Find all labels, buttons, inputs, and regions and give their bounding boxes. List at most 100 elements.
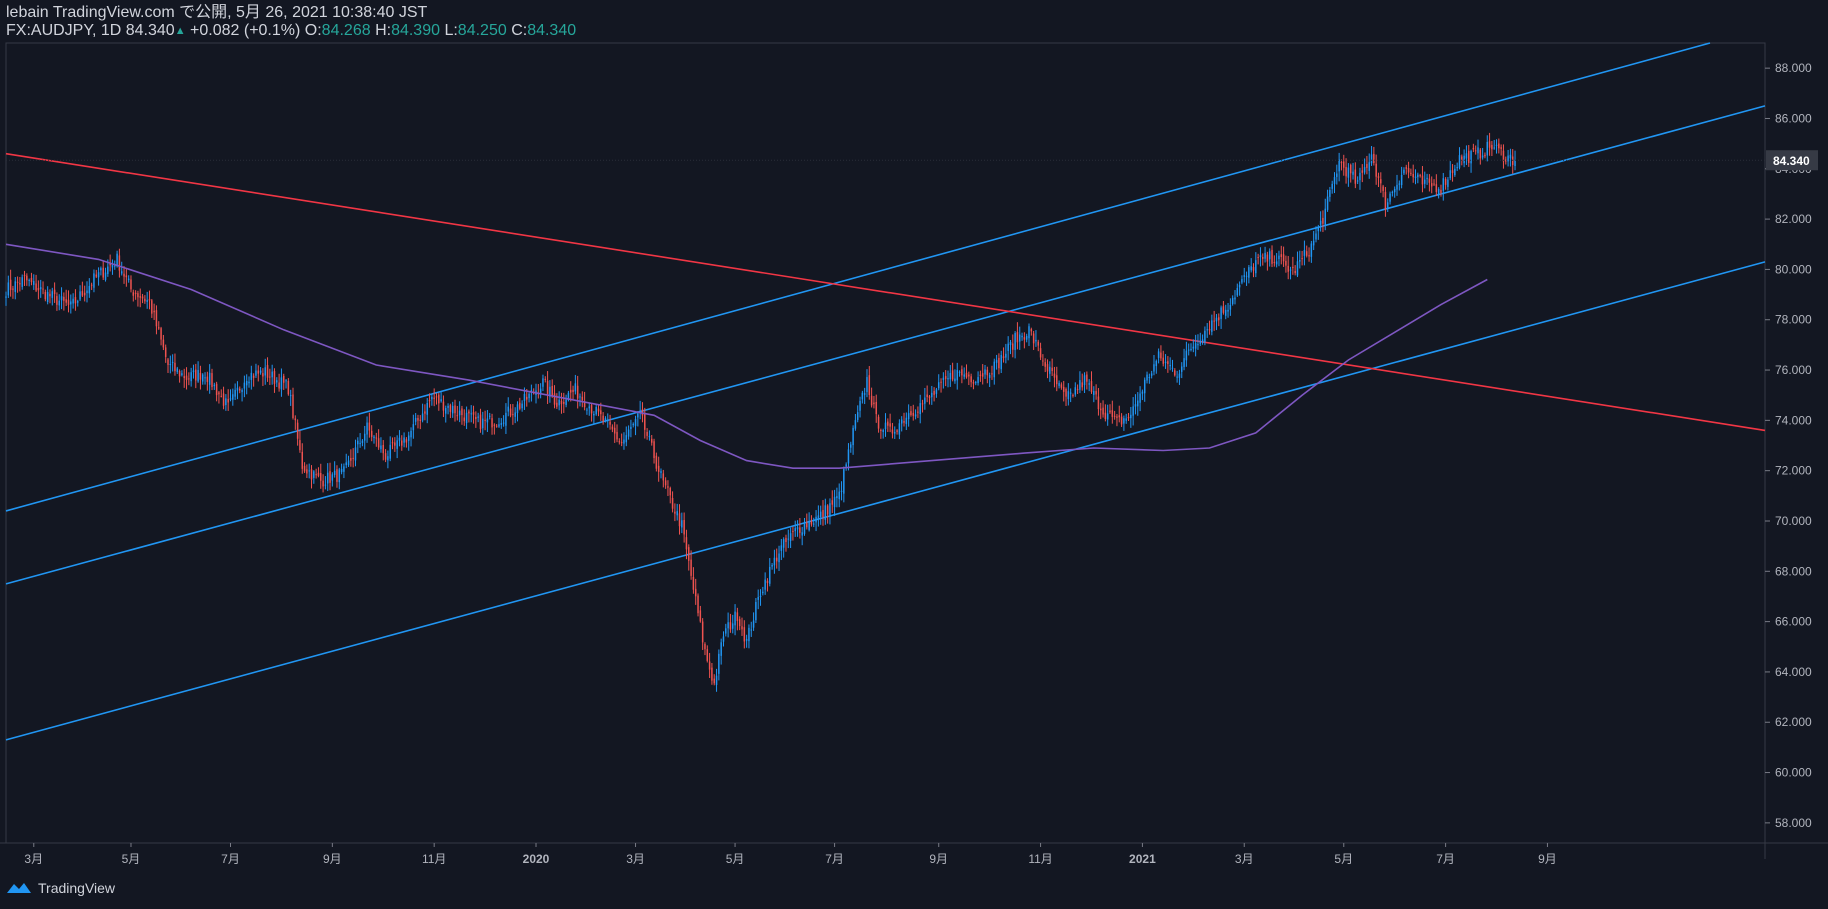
y-tick-label: 66.000 xyxy=(1775,615,1812,629)
x-tick-label: 7月 xyxy=(1436,852,1455,866)
candle-body xyxy=(567,392,570,401)
x-tick-label: 7月 xyxy=(825,852,844,866)
candle-body xyxy=(1148,377,1151,379)
candle-body xyxy=(287,380,290,395)
candle-body xyxy=(1319,220,1322,225)
candle-body xyxy=(854,420,857,429)
candle-body xyxy=(296,422,299,439)
candle-body xyxy=(435,396,438,398)
candle-body xyxy=(431,396,433,400)
candle-body xyxy=(1407,168,1410,173)
candle-body xyxy=(1109,410,1111,413)
candle-body xyxy=(1366,164,1368,168)
candle-body xyxy=(1139,393,1141,403)
candle-body xyxy=(826,505,829,515)
candle-body xyxy=(359,442,361,444)
candle-body xyxy=(773,557,776,566)
candle-body xyxy=(595,406,597,415)
candle-body xyxy=(449,405,452,412)
candle-body xyxy=(146,300,148,302)
candle-body xyxy=(234,389,236,397)
candle-body xyxy=(699,610,702,622)
candle-body xyxy=(190,372,192,382)
candle-body xyxy=(928,396,931,398)
moving-average-line xyxy=(5,243,1488,469)
candle-body xyxy=(817,515,820,519)
candle-body xyxy=(725,628,727,634)
candle-body xyxy=(880,429,882,431)
candle-body xyxy=(394,442,396,446)
candle-body xyxy=(333,470,336,475)
candle-body xyxy=(1329,189,1331,197)
candle-body xyxy=(412,424,415,431)
candle-body xyxy=(1051,367,1053,371)
candle-body xyxy=(144,298,146,302)
candle-body xyxy=(859,400,861,411)
candle-body xyxy=(604,418,607,421)
y-tick-label: 76.000 xyxy=(1775,363,1812,377)
candle-body xyxy=(1474,150,1477,152)
candle-body xyxy=(477,416,479,418)
candle-body xyxy=(1463,155,1465,164)
candle-body xyxy=(671,497,674,509)
low-label: L: xyxy=(444,22,458,39)
candle-body xyxy=(505,412,507,426)
high-label: H: xyxy=(375,22,392,39)
candle-body xyxy=(53,289,56,295)
candle-body xyxy=(669,488,672,496)
candle-body xyxy=(1106,413,1109,420)
candle-body xyxy=(924,397,926,404)
candle-body xyxy=(72,298,74,304)
candle-body xyxy=(1454,168,1456,176)
candle-body xyxy=(58,300,60,306)
candle-body xyxy=(576,385,579,399)
candle-body xyxy=(1502,150,1505,162)
candle-body xyxy=(111,264,114,268)
candle-body xyxy=(317,472,320,476)
candle-body xyxy=(324,484,327,486)
candle-body xyxy=(546,380,549,395)
ohlc-line: FX:AUDJPY, 1D 84.340▲ +0.082 (+0.1%) O:8… xyxy=(6,22,576,40)
candle-body xyxy=(134,292,137,294)
candle-body xyxy=(512,414,514,416)
candle-body xyxy=(810,520,813,525)
candle-body xyxy=(539,388,542,395)
candle-body xyxy=(424,411,426,414)
candle-body xyxy=(1430,183,1433,187)
candle-body xyxy=(803,523,806,534)
candle-body xyxy=(685,537,688,550)
candle-body xyxy=(745,639,748,641)
candle-body xyxy=(852,427,854,446)
candle-body xyxy=(417,417,419,421)
candle-body xyxy=(861,392,864,400)
candle-body xyxy=(718,653,720,674)
candle-body xyxy=(507,406,509,412)
candle-body xyxy=(1419,175,1421,177)
candle-body xyxy=(1507,155,1509,162)
candle-body xyxy=(1192,346,1195,349)
candle-body xyxy=(1113,415,1116,417)
candle-body xyxy=(847,449,850,464)
candle-body xyxy=(1324,208,1327,225)
candle-body xyxy=(1400,174,1403,186)
candle-body xyxy=(799,527,801,533)
candle-body xyxy=(310,469,313,480)
candle-body xyxy=(704,643,706,650)
candle-body xyxy=(1361,170,1364,173)
candle-body xyxy=(720,642,722,656)
candle-body xyxy=(1382,186,1384,191)
candle-body xyxy=(1354,169,1357,184)
candle-body xyxy=(276,380,278,383)
candle-body xyxy=(1495,144,1498,146)
candle-body xyxy=(1174,370,1176,376)
candle-body xyxy=(5,296,7,298)
candle-body xyxy=(206,376,209,382)
candle-body xyxy=(250,372,253,380)
candle-body xyxy=(463,417,466,422)
candle-body xyxy=(51,291,54,298)
candle-body xyxy=(387,456,389,461)
candle-body xyxy=(491,418,493,428)
candle-body xyxy=(428,399,431,402)
open-label: O: xyxy=(304,22,322,39)
